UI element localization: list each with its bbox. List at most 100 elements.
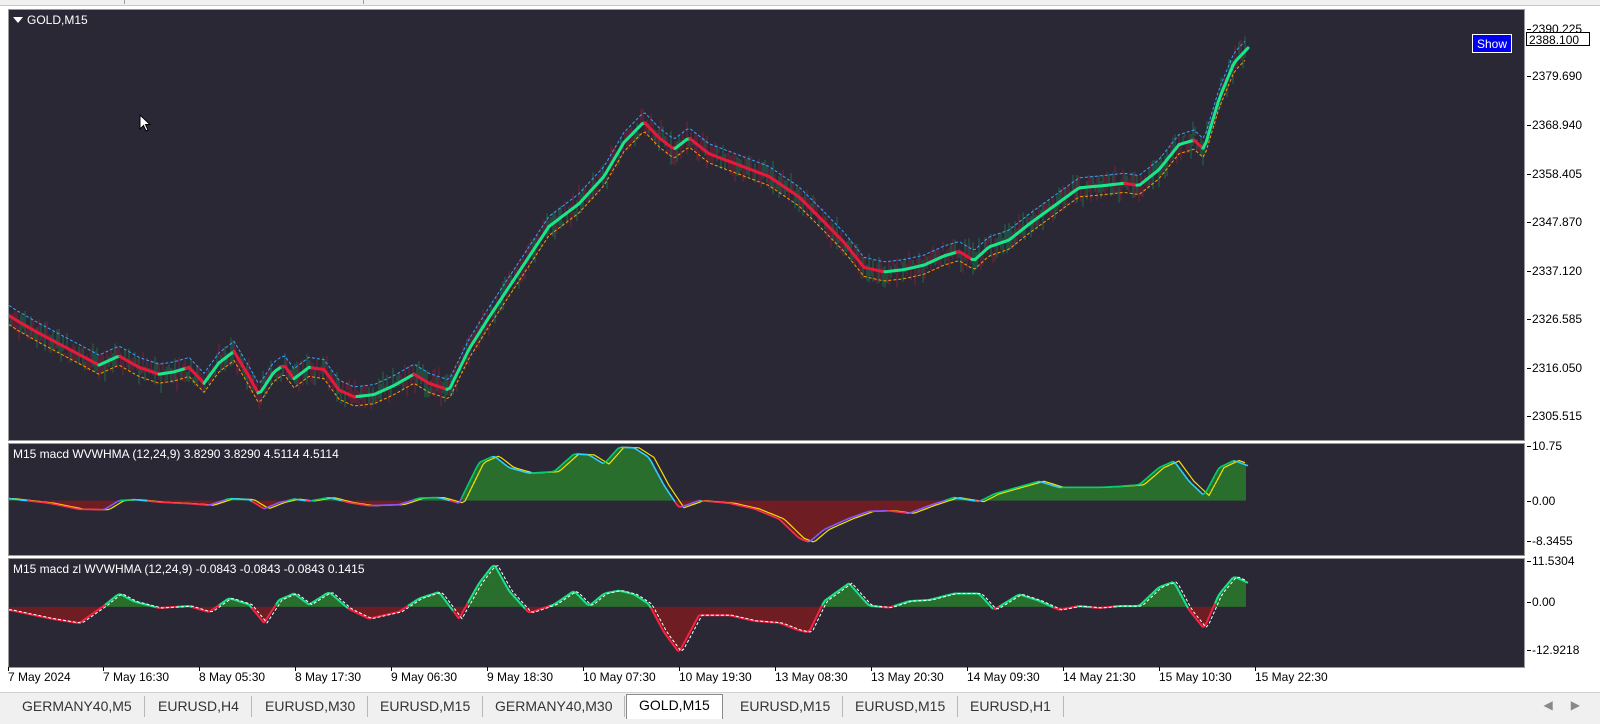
show-button[interactable]: Show [1472, 34, 1512, 53]
zl-line-segment [1056, 609, 1059, 610]
price-chart-pane[interactable]: GOLD,M15 Show [8, 9, 1525, 441]
zl-tick: 11.5304 [1532, 554, 1575, 568]
macd-line-segment [513, 469, 516, 470]
macd-line-segment [285, 501, 288, 502]
macd-line-segment [102, 509, 105, 510]
macd-line-segment [1041, 482, 1044, 483]
time-axis: 7 May 2024 7 May 16:30 8 May 05:30 8 May… [8, 668, 1525, 686]
tab-gold-m15[interactable]: GOLD,M15 [626, 694, 723, 719]
zl-line-segment [537, 609, 540, 610]
time-label: 7 May 2024 [8, 670, 71, 684]
tab-germany40-m30[interactable]: GERMANY40,M30 [483, 696, 625, 717]
tab-eurusd-h1[interactable]: EURUSD,H1 [958, 696, 1064, 717]
macd-line-segment [801, 539, 804, 540]
zl-line-segment [273, 605, 276, 610]
macd-line-segment [690, 503, 693, 504]
macd-line-segment [438, 498, 441, 499]
macd-indicator-pane[interactable]: M15 macd WVWHMA (12,24,9) 3.8290 3.8290 … [8, 443, 1525, 556]
macd-line-segment [1017, 487, 1020, 488]
price-tick: 2326.585 [1532, 312, 1582, 326]
tab-eurusd-h4[interactable]: EURUSD,H4 [146, 696, 252, 717]
price-chart-svg [9, 10, 1525, 441]
zl-line-segment [216, 605, 219, 607]
zl-line-segment [45, 617, 48, 618]
macd-line-segment [1026, 484, 1029, 485]
macd-line-segment [732, 504, 735, 505]
macd-line-segment [216, 502, 219, 503]
macd-line-segment [936, 502, 939, 503]
macd-line-segment [993, 493, 996, 494]
macd-line-segment [1005, 490, 1008, 491]
tab-eurusd-m15-3[interactable]: EURUSD,M15 [843, 696, 958, 717]
macd-zl-title: M15 macd zl WVWHMA (12,24,9) -0.0843 -0.… [13, 562, 365, 576]
zl-tick: -12.9218 [1532, 643, 1579, 657]
collapse-triangle-icon[interactable] [13, 17, 23, 23]
macd-zl-indicator-pane[interactable]: M15 macd zl WVWHMA (12,24,9) -0.0843 -0.… [8, 558, 1525, 668]
macd-line-segment [510, 468, 513, 469]
macd-line-segment [516, 470, 519, 471]
macd-line-segment [315, 500, 318, 501]
time-label: 9 May 18:30 [487, 670, 553, 684]
macd-line-segment [948, 499, 951, 500]
time-label: 8 May 17:30 [295, 670, 361, 684]
zl-line-segment [1023, 596, 1026, 597]
macd-line-segment [282, 501, 285, 502]
zl-line-segment [138, 603, 141, 604]
tab-germany40-m5[interactable]: GERMANY40,M5 [10, 696, 145, 717]
macd-line-segment [852, 516, 855, 517]
macd-tick: 0.00 [1532, 494, 1555, 508]
macd-line-segment [1029, 483, 1032, 484]
macd-line-segment [60, 505, 63, 506]
macd-line-segment [951, 498, 954, 499]
macd-line-segment [738, 505, 741, 506]
macd-line-segment [861, 513, 864, 514]
macd-line-segment [414, 499, 417, 500]
scroll-right-icon[interactable]: ▶ [1571, 698, 1580, 712]
macd-line-segment [72, 508, 75, 509]
macd-line-segment [63, 506, 66, 507]
price-tick: 2358.405 [1532, 167, 1582, 181]
zl-line-segment [819, 605, 822, 611]
tab-eurusd-m15[interactable]: EURUSD,M15 [368, 696, 483, 717]
macd-line-segment [405, 502, 408, 503]
zl-line-segment [588, 604, 591, 605]
macd-line-segment [747, 507, 750, 508]
macd-line-segment [756, 510, 759, 511]
tab-eurusd-m30[interactable]: EURUSD,M30 [253, 696, 368, 717]
macd-line-segment [762, 512, 765, 513]
macd-line-segment [735, 504, 738, 505]
zl-line-segment [747, 619, 750, 620]
macd-line-segment [1053, 486, 1056, 487]
macd-line-segment [978, 501, 981, 502]
macd-line-segment [222, 500, 225, 501]
ma-segment [1215, 103, 1218, 113]
zl-line-segment [1239, 579, 1242, 580]
macd-line-segment [1044, 483, 1047, 484]
time-label: 8 May 05:30 [199, 670, 265, 684]
time-label: 14 May 09:30 [967, 670, 1040, 684]
zl-line-segment [429, 594, 432, 595]
macd-line-segment [945, 500, 948, 501]
macd-line-segment [1137, 484, 1140, 485]
zl-line-segment [1029, 598, 1032, 599]
macd-line-segment [1242, 463, 1245, 464]
time-label: 13 May 08:30 [775, 670, 848, 684]
tab-eurusd-m15-2[interactable]: EURUSD,M15 [728, 696, 843, 717]
macd-line-segment [519, 470, 522, 471]
price-tick: 2368.940 [1532, 118, 1582, 132]
macd-line-segment [771, 516, 774, 517]
zl-line-segment [795, 629, 798, 630]
macd-line-segment [681, 506, 684, 507]
macd-line-segment [999, 492, 1002, 493]
macd-line-segment [339, 500, 342, 501]
macd-line-segment [270, 505, 273, 506]
price-tick: 2347.870 [1532, 215, 1582, 229]
macd-line-segment [930, 504, 933, 505]
macd-line-segment [696, 501, 699, 502]
zl-line-segment [522, 605, 525, 608]
macd-line-segment [996, 493, 999, 494]
zl-line-segment [891, 606, 894, 607]
scroll-left-icon[interactable]: ◀ [1544, 698, 1553, 712]
macd-tick: -8.3455 [1532, 534, 1573, 548]
macd-line-segment [453, 501, 456, 502]
